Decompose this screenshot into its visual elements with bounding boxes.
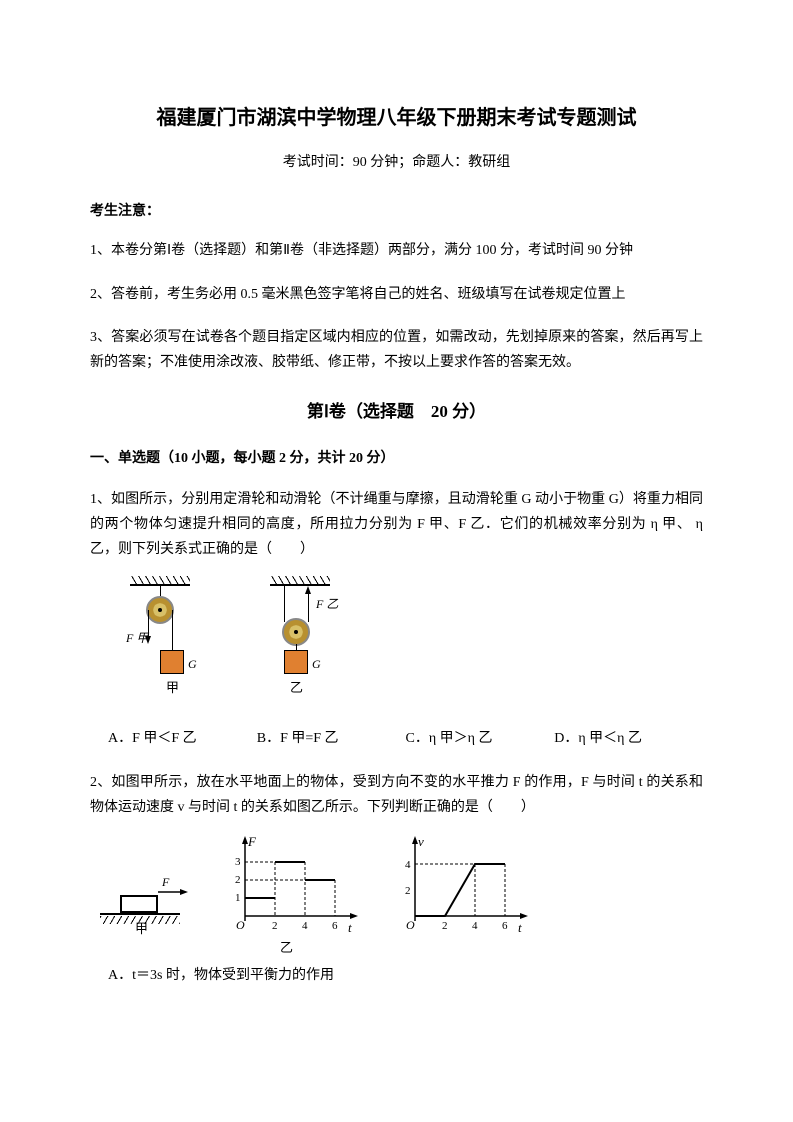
q2-option-a: A．t＝3s 时，物体受到平衡力的作用 bbox=[108, 963, 703, 988]
label-f-jia: F 甲 bbox=[126, 628, 148, 650]
label-g-jia: G bbox=[188, 654, 197, 676]
svg-text:2: 2 bbox=[405, 885, 411, 897]
chart-v-t: 2 4 2 4 6 O v t bbox=[390, 836, 530, 945]
question-1-text: 1、如图所示，分别用定滑轮和动滑轮（不计绳重与摩擦，且动滑轮重 G 动小于物重 … bbox=[90, 487, 703, 563]
exam-title: 福建厦门市湖滨中学物理八年级下册期末考试专题测试 bbox=[90, 100, 703, 136]
pulley-yi: F 乙 G 乙 bbox=[260, 578, 350, 708]
svg-text:2: 2 bbox=[235, 874, 241, 886]
subsection-header: 一、单选题（10 小题，每小题 2 分，共计 20 分） bbox=[90, 446, 703, 471]
caption-yi: 乙 bbox=[290, 676, 303, 699]
svg-text:4: 4 bbox=[302, 920, 308, 932]
pulley-jia: F 甲 G 甲 bbox=[120, 578, 210, 708]
question-2-figure: F 甲 1 2 3 2 4 6 O F t bbox=[90, 836, 703, 945]
block-on-ground-diagram: F 甲 bbox=[100, 855, 190, 915]
question-2-text: 2、如图甲所示，放在水平地面上的物体，受到方向不变的水平推力 F 的作用，F 与… bbox=[90, 770, 703, 820]
label-g-yi: G bbox=[312, 654, 321, 676]
svg-text:6: 6 bbox=[502, 920, 508, 932]
question-1-figure: F 甲 G 甲 F 乙 G 乙 bbox=[90, 578, 703, 708]
section-title: 第Ⅰ卷（选择题 20 分） bbox=[90, 397, 703, 428]
notice-item-1: 1、本卷分第Ⅰ卷（选择题）和第Ⅱ卷（非选择题）两部分，满分 100 分，考试时间… bbox=[90, 238, 703, 263]
svg-text:2: 2 bbox=[442, 920, 448, 932]
caption-jia: 甲 bbox=[166, 676, 179, 699]
chart-f-t: 1 2 3 2 4 6 O F t 乙 bbox=[220, 836, 360, 945]
question-1-options: A．F 甲＜F 乙 B．F 甲=F 乙 C．η 甲＞η 乙 D．η 甲＜η 乙 bbox=[108, 726, 703, 751]
svg-text:O: O bbox=[236, 918, 245, 932]
q1-option-d: D．η 甲＜η 乙 bbox=[554, 726, 703, 751]
caption-block-jia: 甲 bbox=[135, 917, 148, 940]
force-f-label: F bbox=[162, 872, 169, 894]
svg-text:4: 4 bbox=[472, 920, 478, 932]
q1-option-b: B．F 甲=F 乙 bbox=[257, 726, 406, 751]
caption-chart-yi: 乙 bbox=[280, 936, 293, 959]
svg-text:O: O bbox=[406, 918, 415, 932]
svg-text:3: 3 bbox=[235, 856, 241, 868]
svg-text:F: F bbox=[247, 836, 257, 849]
q1-option-c: C．η 甲＞η 乙 bbox=[406, 726, 555, 751]
svg-text:4: 4 bbox=[405, 859, 411, 871]
label-f-yi: F 乙 bbox=[316, 594, 338, 616]
notice-header: 考生注意： bbox=[90, 199, 703, 224]
q1-option-a: A．F 甲＜F 乙 bbox=[108, 726, 257, 751]
svg-text:1: 1 bbox=[235, 892, 241, 904]
svg-text:2: 2 bbox=[272, 920, 278, 932]
svg-text:t: t bbox=[518, 920, 522, 935]
svg-text:6: 6 bbox=[332, 920, 338, 932]
svg-text:v: v bbox=[418, 836, 424, 849]
exam-subtitle: 考试时间：90 分钟；命题人：教研组 bbox=[90, 150, 703, 175]
notice-item-2: 2、答卷前，考生务必用 0.5 毫米黑色签字笔将自己的姓名、班级填写在试卷规定位… bbox=[90, 282, 703, 307]
notice-item-3: 3、答案必须写在试卷各个题目指定区域内相应的位置，如需改动，先划掉原来的答案，然… bbox=[90, 325, 703, 375]
svg-text:t: t bbox=[348, 920, 352, 935]
